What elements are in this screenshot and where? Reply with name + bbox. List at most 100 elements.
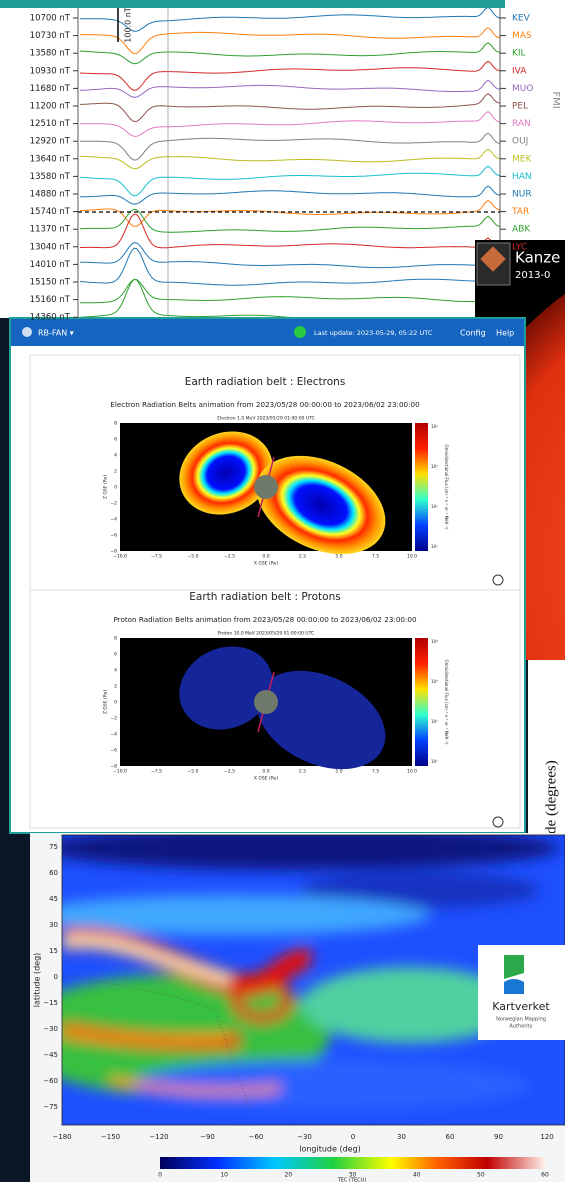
menu-config[interactable]: Config — [460, 329, 486, 338]
magnetometer-panel — [0, 0, 565, 240]
app-icon — [22, 327, 32, 337]
colorbar-tick: 10¹ — [431, 544, 438, 549]
x-tick-label: 120 — [540, 1133, 553, 1141]
colorbar-tick: 10⁴ — [431, 424, 438, 429]
x-tick-label: 0 — [351, 1133, 355, 1141]
colorbar-label: TEC (TECU) — [337, 1178, 367, 1182]
x-tick-label: 0.0 — [262, 554, 269, 560]
x-tick-label: 2.5 — [299, 554, 306, 560]
y-tick-label: 8 — [114, 421, 117, 427]
station-label: NUR — [512, 190, 532, 200]
x-tick-label: −180 — [52, 1133, 71, 1141]
station-label: MAS — [512, 31, 532, 41]
row-label: 11200 nT — [30, 102, 71, 112]
y-tick-label: 6 — [114, 437, 117, 443]
x-axis-label: longitude (deg) — [299, 1145, 361, 1154]
y-tick-label: −2 — [110, 716, 117, 722]
page: 100.0 nT FMI Kanze 2013-0 Latitude (degr… — [0, 0, 565, 1182]
station-label: MEK — [512, 154, 532, 164]
x-tick-label: 10.0 — [407, 769, 417, 775]
station-label: OUJ — [512, 137, 528, 147]
y-tick-label: 0 — [114, 700, 117, 706]
logo-subtitle: Norwegian Mapping — [496, 1017, 546, 1023]
section-heading: Earth radiation belt : Protons — [189, 591, 340, 603]
y-axis-label: Z GSE (Re) — [103, 690, 109, 715]
y-tick-label: −4 — [110, 732, 117, 738]
row-label: 14360 nT — [30, 313, 71, 323]
colorbar-label: Omnidirectional Flux (cm⁻² s⁻¹ sr⁻¹ MeV⁻… — [444, 660, 449, 745]
y-tick-label: −4 — [110, 517, 117, 523]
y-tick-label: −45 — [43, 1051, 58, 1059]
row-label: 13580 nT — [30, 172, 71, 182]
y-tick-label: −2 — [110, 501, 117, 507]
colorbar-tick: 20 — [285, 1172, 293, 1179]
colorbar-tick: 60 — [541, 1172, 549, 1179]
colorbar-tick: 10¹ — [431, 759, 438, 764]
plot-title: Proton 10.0 MeV 2023/05/29 01:00:00 UTC — [218, 631, 314, 637]
y-tick-label: −75 — [43, 1103, 58, 1111]
x-tick-label: 2.5 — [299, 769, 306, 775]
app-menu[interactable]: RB-FAN ▾ — [38, 329, 74, 338]
x-tick-label: −2.5 — [224, 769, 235, 775]
x-tick-label: 60 — [446, 1133, 455, 1141]
section-subtitle: Electron Radiation Belts animation from … — [110, 400, 420, 409]
menu-help[interactable]: Help — [496, 329, 514, 338]
status-icon — [294, 326, 306, 338]
colorbar-tick: 10⁴ — [431, 639, 438, 644]
scale-label: 100.0 nT — [124, 7, 133, 43]
magnetometer-panel — [0, 240, 475, 318]
image-date: 2013-0 — [515, 270, 550, 281]
colorbar-tick: 50 — [477, 1172, 485, 1179]
x-tick-label: 7.5 — [372, 769, 379, 775]
last-update: Last update: 2023-05-29, 05:22 UTC — [314, 329, 433, 337]
y-tick-label: 8 — [114, 636, 117, 642]
station-label: HAN — [512, 172, 532, 182]
section-heading: Earth radiation belt : Electrons — [185, 376, 346, 388]
colorbar-tick: 0 — [158, 1172, 162, 1179]
row-label: 14010 nT — [30, 260, 71, 270]
y-axis-label: Z GSE (Re) — [103, 475, 109, 500]
x-tick-label: 5.0 — [335, 769, 342, 775]
x-tick-label: −120 — [149, 1133, 168, 1141]
station-label: TAR — [511, 207, 529, 217]
logo-name: Kartverket — [492, 1000, 550, 1013]
y-axis-label: latitude (deg) — [33, 953, 42, 1008]
y-tick-label: 30 — [49, 921, 58, 929]
x-tick-label: 0.0 — [262, 769, 269, 775]
colorbar-tick: 10 — [220, 1172, 228, 1179]
station-label: ABK — [512, 225, 531, 235]
station-label: KEV — [512, 14, 531, 24]
colorbar — [415, 638, 428, 766]
x-tick-label: −150 — [101, 1133, 120, 1141]
x-tick-label: −90 — [200, 1133, 215, 1141]
colorbar-tick: 10² — [431, 504, 438, 509]
logo-subtitle: Authority — [509, 1024, 532, 1030]
section-subtitle: Proton Radiation Belts animation from 20… — [113, 615, 417, 624]
y-tick-label: −8 — [110, 764, 117, 770]
x-tick-label: −7.5 — [151, 554, 162, 560]
row-label: 15150 nT — [30, 278, 71, 288]
y-tick-label: 4 — [114, 453, 117, 459]
row-label: 13580 nT — [30, 49, 71, 59]
y-tick-label: 60 — [49, 869, 58, 877]
y-tick-label: 2 — [114, 684, 117, 690]
y-tick-label: 0 — [114, 485, 117, 491]
collage: 100.0 nT FMI Kanze 2013-0 Latitude (degr… — [0, 0, 565, 1182]
station-label: RAN — [512, 119, 531, 129]
row-label: 11680 nT — [30, 84, 71, 94]
station-label: PEL — [512, 102, 528, 112]
y-tick-label: −6 — [110, 533, 117, 539]
row-label: 15160 nT — [30, 295, 71, 305]
station-label: IVA — [512, 66, 527, 76]
colorbar — [160, 1157, 545, 1169]
x-tick-label: −2.5 — [224, 554, 235, 560]
y-tick-label: 15 — [49, 947, 58, 955]
plot-title: Electron 1.0 MeV 2023/05/29 01:00:00 UTC — [217, 416, 315, 422]
y-tick-label: 45 — [49, 895, 58, 903]
x-axis-label: X GSE (Re) — [254, 561, 279, 567]
x-tick-label: −5.0 — [188, 769, 199, 775]
y-tick-label: −6 — [110, 748, 117, 754]
row-label: 13640 nT — [30, 154, 71, 164]
navbar — [11, 319, 524, 346]
y-tick-label: 75 — [49, 843, 58, 851]
